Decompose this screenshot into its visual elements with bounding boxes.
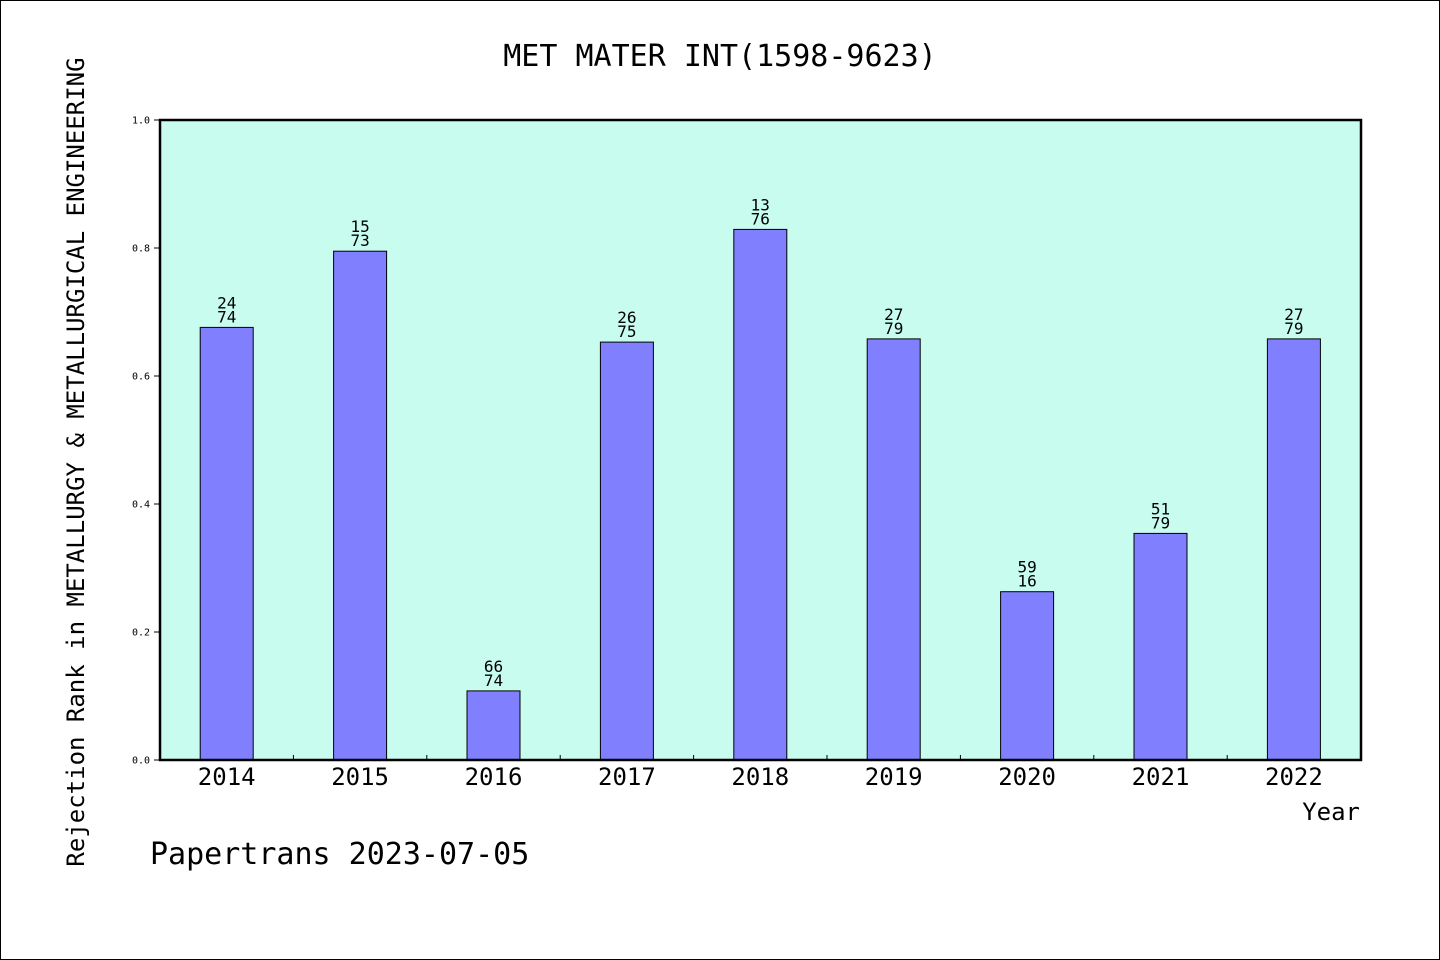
- bar-total-label: 73: [350, 231, 369, 250]
- bar-2020: [1000, 591, 1055, 761]
- bar-2019: [866, 338, 921, 761]
- y-tick-label: 0.8: [132, 244, 150, 255]
- bar-2016: [466, 690, 521, 761]
- y-axis-label: Rejection Rank in METALLURGY & METALLURG…: [62, 57, 90, 866]
- y-tick-label: 0.4: [132, 500, 150, 511]
- y-axis-ticks: 0.0 0.2 0.4 0.6 0.8 1.0: [132, 116, 160, 767]
- bar-total-label: 74: [484, 671, 503, 690]
- x-tick-label: 2019: [865, 763, 923, 791]
- footer-credit: Papertrans 2023-07-05: [150, 837, 529, 872]
- y-tick-label: 0.2: [132, 628, 150, 639]
- bars-group: [199, 228, 1321, 761]
- y-tick-label: 1.0: [132, 116, 150, 127]
- bar-rank-label: 66: [484, 657, 503, 676]
- bar-total-label: 76: [751, 209, 770, 228]
- y-tick-label: 0.0: [132, 756, 150, 767]
- x-tick-label: 2017: [598, 763, 656, 791]
- chart-title: MET MATER INT(1598-9623): [503, 39, 936, 74]
- x-tick-label: 2015: [331, 763, 389, 791]
- y-tick-label: 0.6: [132, 372, 150, 383]
- bar-2018: [733, 228, 788, 761]
- x-tick-label: 2014: [198, 763, 256, 791]
- plot-border: [158, 118, 1363, 762]
- bar-total-label: 16: [1017, 572, 1036, 591]
- bar-rank-label: 24: [217, 293, 236, 312]
- bar-rank-label: 27: [884, 305, 903, 324]
- bar-rank-label: 15: [350, 217, 369, 236]
- x-tick-label: 2022: [1265, 763, 1323, 791]
- bar-rank-label: 51: [1151, 499, 1170, 518]
- bar-total-label: 79: [884, 319, 903, 338]
- x-tick-label: 2021: [1132, 763, 1190, 791]
- bar-total-label: 79: [1151, 513, 1170, 532]
- x-axis-ticks: 2014 2015 2016 2017 2018 2019 2020 2021 2022: [198, 755, 1323, 791]
- bar-rank-label: 13: [751, 195, 770, 214]
- bar-rank-label: 27: [1284, 305, 1303, 324]
- bar-2015: [333, 250, 388, 761]
- bar-rank-label: 26: [617, 308, 636, 327]
- bar-rank-label: 59: [1017, 558, 1036, 577]
- bar-total-label: 79: [1284, 319, 1303, 338]
- bar-2021: [1133, 532, 1188, 761]
- bar-2017: [599, 341, 654, 761]
- x-tick-label: 2020: [998, 763, 1056, 791]
- x-tick-label: 2016: [465, 763, 523, 791]
- x-axis-label: Year: [1302, 798, 1360, 826]
- bar-total-label: 75: [617, 322, 636, 341]
- bar-2022: [1266, 338, 1321, 761]
- x-tick-label: 2018: [731, 763, 789, 791]
- bar-total-label: 74: [217, 307, 236, 326]
- bar-2014: [199, 326, 254, 761]
